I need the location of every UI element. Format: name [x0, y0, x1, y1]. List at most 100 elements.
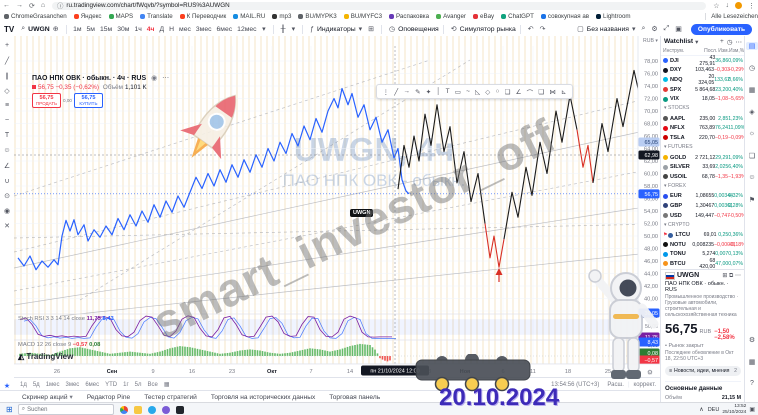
- bottom-tab[interactable]: Редактор Pine: [86, 393, 131, 401]
- watchlist-title[interactable]: Watchlist: [664, 38, 694, 45]
- news-ideas-button[interactable]: ≡ Новости, идеи, мнения 2: [665, 365, 741, 376]
- symbol-label-badge[interactable]: UWGN: [350, 209, 374, 217]
- taskbar-terminal-icon[interactable]: [175, 405, 184, 414]
- clock-label[interactable]: 13:54:56 (UTC+3): [551, 381, 600, 388]
- rhombus-icon[interactable]: ◇: [485, 88, 491, 96]
- taskbar-folder-icon[interactable]: [133, 405, 142, 414]
- watchlist-row[interactable]: SPX 5 864,68 23,20 0,40%: [661, 85, 745, 95]
- indicators-chevron-icon[interactable]: ▾: [358, 26, 363, 33]
- polyline-icon[interactable]: ⊾: [561, 88, 567, 96]
- help-icon[interactable]: ?: [750, 380, 754, 387]
- taskbar-telegram-icon[interactable]: [147, 405, 156, 414]
- timeframe-button[interactable]: Н: [169, 25, 175, 33]
- home-icon[interactable]: ⌂: [40, 2, 46, 9]
- favorites-star-icon[interactable]: ★: [3, 383, 11, 390]
- bookmark-item[interactable]: Распаковка: [389, 13, 429, 20]
- bookmark-item[interactable]: BU/MYPK3: [298, 13, 337, 20]
- replay-button[interactable]: Симулятор рынка: [459, 25, 516, 33]
- text-tool-icon[interactable]: T: [4, 132, 10, 139]
- watchlist-row[interactable]: VIX 18,05 −1,08 −5,65%: [661, 94, 745, 104]
- timeframe-button[interactable]: 3мес: [195, 25, 212, 33]
- download-icon[interactable]: ↓: [725, 2, 730, 9]
- range-button[interactable]: 6мес: [85, 381, 100, 388]
- line-icon[interactable]: ╱: [394, 88, 399, 96]
- watchlist-row[interactable]: TSLA 220,70 −0,19 −0,09%: [661, 133, 745, 143]
- back-icon[interactable]: ←: [3, 2, 10, 9]
- bookmark-item[interactable]: MAIL.RU: [233, 13, 265, 20]
- replay-icon[interactable]: ⟲: [450, 26, 457, 33]
- macd-legend[interactable]: MACD 12 26 close 9 −0,57 0,08: [18, 342, 101, 348]
- watchlist-icon[interactable]: ▤: [746, 42, 758, 50]
- profile-avatar[interactable]: [735, 2, 742, 9]
- start-button-icon[interactable]: ⊞: [6, 405, 13, 414]
- watchlist-row[interactable]: EUR 1,08655 0,00344 0,32%: [661, 192, 745, 202]
- callout-icon[interactable]: ❏: [504, 88, 511, 96]
- vertical-line-icon[interactable]: │: [436, 88, 441, 95]
- timeframe-button[interactable]: 15м: [99, 25, 113, 33]
- legend-more-icon[interactable]: ⋯: [162, 75, 170, 82]
- range-button[interactable]: 5д: [32, 381, 40, 388]
- timeframe-button[interactable]: 12мес: [237, 25, 257, 33]
- range-button[interactable]: 1г: [123, 381, 129, 388]
- range-button[interactable]: 5л: [134, 381, 142, 388]
- timeframe-button[interactable]: 30м: [117, 25, 130, 33]
- browser-menu-icon[interactable]: ⋮: [748, 2, 755, 10]
- site-info-icon[interactable]: ⓘ: [57, 3, 64, 10]
- all-bookmarks-button[interactable]: Alle Lesezeichen: [705, 13, 758, 20]
- data-window-icon[interactable]: ◈: [749, 109, 755, 116]
- compare-icon[interactable]: ⊕: [52, 26, 59, 33]
- go-to-date-icon[interactable]: ▦: [163, 382, 170, 388]
- fullscreen-icon[interactable]: ⤢: [663, 25, 670, 32]
- arc-icon[interactable]: ⌒: [526, 89, 534, 97]
- range-button[interactable]: 3мес: [65, 381, 80, 388]
- details-header-icons[interactable]: ⊞ ⧉ ⋯: [722, 272, 741, 279]
- range-button[interactable]: 1мес: [45, 381, 60, 388]
- chart-style-icon[interactable]: ╫: [280, 25, 286, 33]
- pattern-tool-icon[interactable]: ◇: [4, 88, 10, 95]
- taskbar-search-input[interactable]: ⌕ Suchen: [17, 404, 114, 415]
- hide-drawings-icon[interactable]: ◉: [3, 208, 11, 215]
- watchlist-row[interactable]: GOLD 2 721,12 29,29 1,09%: [661, 153, 745, 163]
- indicators-button[interactable]: Индикаторы: [317, 25, 356, 33]
- bookmark-item[interactable]: ChatGPT: [501, 13, 534, 20]
- timeframe-button[interactable]: 5м: [86, 25, 95, 33]
- note-icon[interactable]: ❑: [538, 88, 545, 96]
- chart-style-chevron-icon[interactable]: ▾: [291, 26, 296, 33]
- url-bar[interactable]: ⓘ ru.tradingview.com/chart/fWqvb/?symbol…: [52, 1, 707, 10]
- watchlist-row[interactable]: AAPL 235,00 2,85 1,23%: [661, 114, 745, 124]
- symbol-search-input[interactable]: UWGN: [28, 25, 50, 33]
- extended-hours-toggle[interactable]: Расш.: [607, 381, 624, 388]
- bookmark-item[interactable]: К Переводчик: [179, 13, 226, 20]
- timeframe-chevron-icon[interactable]: ▾: [262, 26, 266, 33]
- watchlist-row[interactable]: BTCU 68 420,00 47,00 0,07%: [661, 258, 745, 270]
- panel-settings-icon[interactable]: ⚙: [748, 337, 756, 344]
- tradingview-logo[interactable]: TV: [4, 24, 15, 34]
- bookmark-item[interactable]: ChromeGrasanchen: [4, 13, 67, 20]
- layout-grid-icon[interactable]: ⊞: [368, 26, 375, 33]
- angle-icon[interactable]: ∠: [515, 88, 522, 96]
- watchlist-section[interactable]: ▾ FOREX: [664, 183, 686, 190]
- language-indicator[interactable]: DEU: [707, 406, 720, 413]
- undo-icon[interactable]: ↶: [527, 26, 534, 33]
- watchlist-row[interactable]: TONU 5,274 0,007 0,13%: [661, 250, 745, 260]
- bookmark-item[interactable]: Lightroom: [596, 13, 631, 20]
- watchlist-columns[interactable]: Инструм. Посл. Изм. Изм,%: [661, 48, 745, 56]
- bottom-tab[interactable]: Скринер акций ▾: [22, 393, 73, 402]
- bottom-tab[interactable]: Тестер стратегий: [144, 393, 197, 401]
- watchlist-row[interactable]: USD 149,447 −0,747 −0,50%: [661, 211, 745, 221]
- channel-tool-icon[interactable]: ∥: [5, 73, 9, 80]
- crosshair-tool-icon[interactable]: +: [4, 42, 10, 49]
- legend-symbol[interactable]: ПАО НПК ОВК · обыкн. · 4ч · RUS: [32, 75, 147, 82]
- buy-button[interactable]: 56,75 КУПИТЬ: [73, 92, 103, 108]
- watchlist-add-icon[interactable]: +: [720, 38, 724, 45]
- ellipse-icon[interactable]: ○: [495, 88, 500, 95]
- watchlist-row[interactable]: NOTU 0,008235 −0,00001 −0,18%: [661, 240, 745, 250]
- bookmark-item[interactable]: совокупная ав: [540, 13, 589, 20]
- alerts-icon[interactable]: ◷: [748, 65, 756, 72]
- notifications-icon[interactable]: ⚑: [748, 197, 756, 204]
- forward-icon[interactable]: →: [16, 2, 23, 9]
- bookmark-item[interactable]: BU/MYFC3: [343, 13, 382, 20]
- bookmark-item[interactable]: Avanger: [436, 13, 466, 20]
- range-button[interactable]: YTD: [105, 381, 118, 388]
- timeframe-button[interactable]: 1м: [73, 25, 82, 33]
